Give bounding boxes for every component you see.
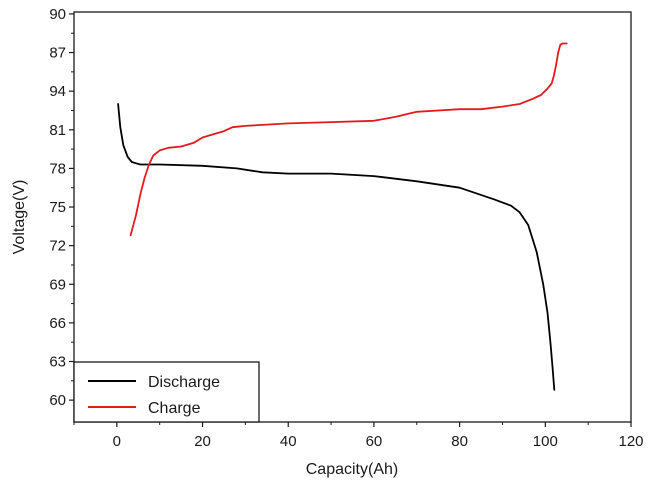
y-tick-label: 75 bbox=[49, 199, 66, 216]
y-tick-label: 81 bbox=[49, 122, 66, 139]
x-tick-label: 80 bbox=[451, 433, 468, 450]
x-tick-label: 0 bbox=[113, 433, 121, 450]
legend: Discharge Charge bbox=[73, 361, 260, 423]
x-tick-label: 40 bbox=[280, 433, 297, 450]
series-line-discharge bbox=[117, 103, 556, 391]
legend-label-charge: Charge bbox=[148, 400, 201, 417]
y-axis-title: Voltage(V) bbox=[11, 180, 28, 255]
series-lines bbox=[117, 42, 568, 391]
y-tick-label: 78 bbox=[49, 160, 66, 177]
y-tick-label: 66 bbox=[49, 315, 66, 332]
x-tick-label: 60 bbox=[366, 433, 383, 450]
y-tick-label: 94 bbox=[49, 83, 66, 100]
y-tick-label: 72 bbox=[49, 238, 66, 255]
legend-label-discharge: Discharge bbox=[148, 374, 220, 391]
x-axis-title: Capacity(Ah) bbox=[306, 461, 398, 478]
y-tick-label: 60 bbox=[49, 392, 66, 409]
legend-box bbox=[73, 361, 260, 423]
x-tick-label: 120 bbox=[618, 433, 643, 450]
series-line-charge bbox=[129, 42, 568, 237]
plot-area bbox=[73, 11, 632, 423]
y-tick-label: 87 bbox=[49, 45, 66, 62]
y-tick-label: 69 bbox=[49, 276, 66, 293]
y-tick-label: 90 bbox=[49, 6, 66, 23]
x-tick-label: 20 bbox=[194, 433, 211, 450]
ticks: 0 20 40 60 80 100 120 60 63 66 69 72 75 78 81 94 87 90 bbox=[49, 6, 643, 450]
x-tick-label: 100 bbox=[533, 433, 558, 450]
y-tick-label: 63 bbox=[49, 353, 66, 370]
